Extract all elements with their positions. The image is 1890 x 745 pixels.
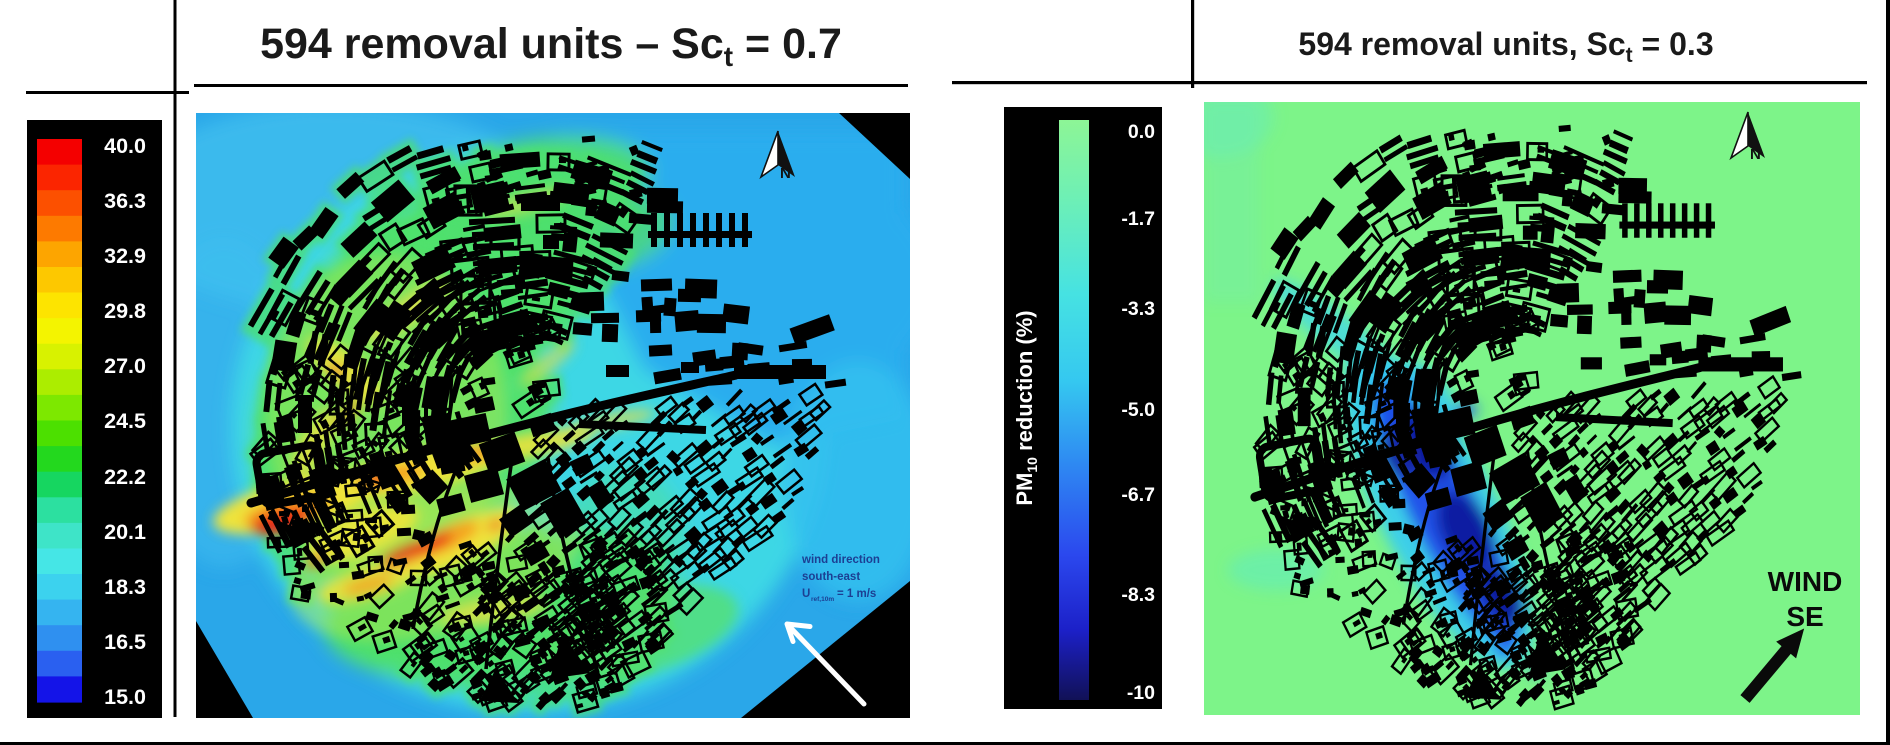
svg-text:594 removal units, Sct = 0.3: 594 removal units, Sct = 0.3 bbox=[1298, 26, 1713, 67]
svg-text:south-east: south-east bbox=[802, 571, 860, 583]
svg-text:= 1 m/s: = 1 m/s bbox=[837, 588, 876, 600]
svg-text:N: N bbox=[780, 165, 791, 182]
svg-text:-8.3: -8.3 bbox=[1121, 584, 1155, 606]
svg-text:-6.7: -6.7 bbox=[1121, 484, 1155, 506]
svg-text:27.0: 27.0 bbox=[104, 354, 146, 378]
svg-text:29.8: 29.8 bbox=[104, 299, 146, 323]
svg-text:22.2: 22.2 bbox=[104, 465, 146, 489]
svg-text:ref,10m: ref,10m bbox=[811, 596, 834, 603]
svg-text:0.0: 0.0 bbox=[1128, 121, 1155, 143]
svg-text:-1.7: -1.7 bbox=[1121, 208, 1155, 230]
svg-text:24.5: 24.5 bbox=[104, 409, 146, 433]
svg-text:-5.0: -5.0 bbox=[1121, 399, 1155, 421]
svg-text:40.0: 40.0 bbox=[104, 134, 146, 158]
svg-text:36.3: 36.3 bbox=[104, 189, 146, 213]
svg-text:18.3: 18.3 bbox=[104, 575, 146, 599]
svg-text:32.9: 32.9 bbox=[104, 244, 146, 268]
svg-text:20.1: 20.1 bbox=[104, 520, 146, 544]
svg-text:-10: -10 bbox=[1127, 682, 1155, 704]
svg-text:N: N bbox=[1750, 146, 1761, 163]
svg-text:PM10 reduction (%): PM10 reduction (%) bbox=[1012, 310, 1040, 505]
svg-text:16.5: 16.5 bbox=[104, 630, 146, 654]
svg-text:-3.3: -3.3 bbox=[1121, 298, 1155, 320]
svg-text:U: U bbox=[802, 588, 810, 600]
svg-text:SE: SE bbox=[1786, 601, 1823, 632]
svg-text:15.0: 15.0 bbox=[104, 685, 146, 709]
svg-text:wind direction: wind direction bbox=[801, 554, 880, 566]
svg-text:WIND: WIND bbox=[1768, 566, 1843, 597]
svg-text:594 removal units – Sct = 0.7: 594 removal units – Sct = 0.7 bbox=[260, 20, 842, 72]
